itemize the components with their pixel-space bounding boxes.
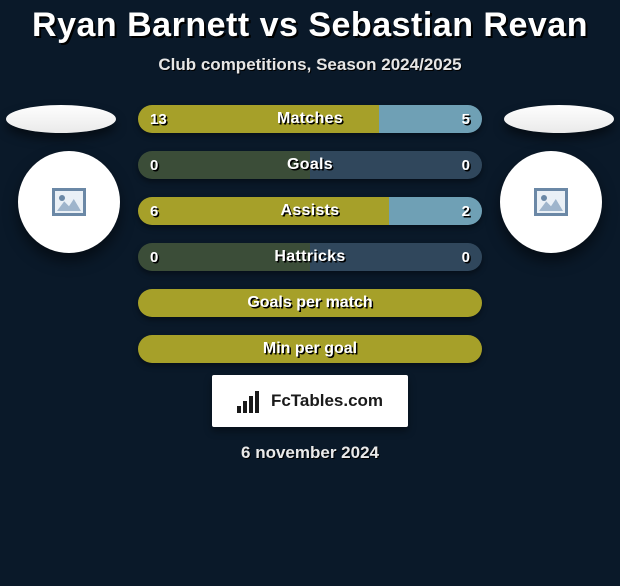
stat-label: Min per goal: [263, 340, 357, 358]
player-right-avatar: [500, 151, 602, 253]
page-title: Ryan Barnett vs Sebastian Revan: [0, 6, 620, 45]
stat-row: Goals0 0: [138, 151, 482, 179]
stat-value-left: 6: [150, 197, 158, 225]
placeholder-image-icon: [52, 188, 86, 216]
stat-value-left: 0: [150, 151, 158, 179]
comparison-content: Matches135Goals00Assists62Hattricks00Goa…: [0, 105, 620, 463]
stat-value-right: 0: [462, 243, 470, 271]
stat-row: Hattricks0 0: [138, 243, 482, 271]
stat-full-bar: Goals per match: [138, 289, 482, 317]
player-left-name-pill: [6, 105, 116, 133]
bar-chart-icon: [237, 389, 265, 413]
stat-value-right: 0: [462, 151, 470, 179]
stat-value-left: 13: [150, 105, 167, 133]
page-subtitle: Club competitions, Season 2024/2025: [0, 55, 620, 75]
player-right-name-pill: [504, 105, 614, 133]
stat-label: Goals per match: [247, 294, 372, 312]
stat-bars: Matches135Goals00Assists62Hattricks00Goa…: [138, 105, 482, 363]
stat-value-left: 0: [150, 243, 158, 271]
stat-label: Matches: [138, 105, 482, 133]
stat-value-right: 2: [462, 197, 470, 225]
stat-label: Goals: [138, 151, 482, 179]
stat-full-bar: Min per goal: [138, 335, 482, 363]
stat-label: Hattricks: [138, 243, 482, 271]
stat-label: Assists: [138, 197, 482, 225]
stat-value-right: 5: [462, 105, 470, 133]
player-left-avatar: [18, 151, 120, 253]
stat-row: Matches13 5: [138, 105, 482, 133]
placeholder-image-icon: [534, 188, 568, 216]
fctables-logo: FcTables.com: [212, 375, 408, 427]
date-text: 6 november 2024: [0, 443, 620, 463]
stat-row: Assists6 2: [138, 197, 482, 225]
logo-text: FcTables.com: [271, 391, 383, 411]
